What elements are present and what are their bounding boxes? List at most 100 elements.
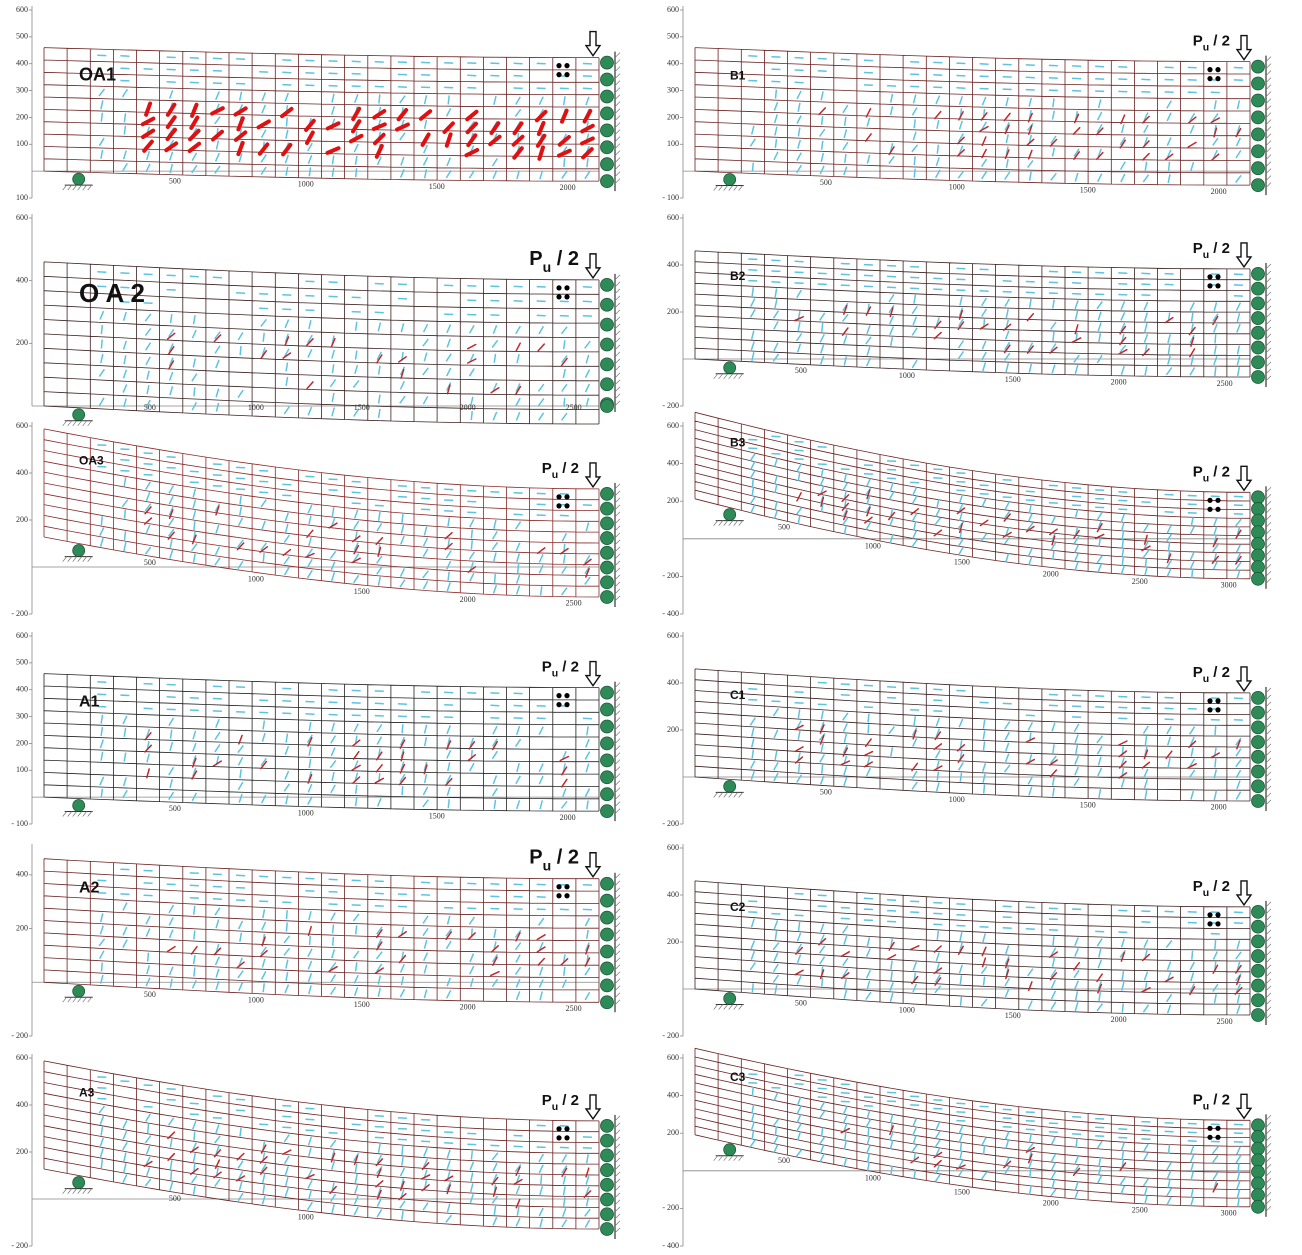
- plate-node: [556, 884, 562, 890]
- mesh: [694, 1047, 1251, 1208]
- load-tail: / 2: [1209, 1091, 1230, 1108]
- y-tick-label: 400: [16, 685, 28, 694]
- x-tick-label: 2000: [460, 403, 476, 412]
- y-tick-label: 400: [16, 468, 28, 477]
- plate-node: [556, 63, 562, 69]
- y-tick-label: - 200: [662, 1031, 679, 1040]
- y-tick-label: 600: [16, 421, 28, 430]
- x-tick-label: 2000: [460, 1003, 476, 1012]
- load-subscript: u: [1203, 1100, 1209, 1112]
- y-tick-label: 400: [667, 890, 679, 899]
- x-tick-label: 1500: [429, 182, 445, 191]
- load-tail: / 2: [1209, 878, 1230, 895]
- roller: [600, 357, 614, 372]
- hatch: [614, 483, 621, 602]
- cracks: [166, 925, 591, 977]
- roller: [1251, 794, 1265, 808]
- x-tick-label: 500: [820, 178, 832, 187]
- roller: [600, 719, 614, 734]
- x-tick-label: 1500: [429, 812, 445, 821]
- y-tick-label: - 400: [662, 1241, 679, 1250]
- load-subscript: u: [1203, 887, 1209, 899]
- hatch: [1265, 56, 1272, 188]
- roller: [1251, 1141, 1265, 1156]
- plate-node: [1207, 707, 1213, 713]
- x-tick-label: 500: [820, 788, 832, 797]
- compression-struts: [748, 1073, 1243, 1208]
- roller: [600, 804, 614, 819]
- roller: [1251, 178, 1265, 193]
- load-label: Pu / 2: [1193, 463, 1230, 484]
- load-subscript: u: [1203, 249, 1209, 261]
- y-tick-label: - 200: [662, 571, 679, 580]
- mesh: [694, 411, 1251, 580]
- roller: [1251, 1176, 1265, 1191]
- y-tick-label: 200: [667, 496, 679, 505]
- x-tick-label: 2000: [560, 813, 576, 822]
- load-arrow: [584, 660, 602, 687]
- compression-struts: [97, 444, 592, 596]
- plate-node: [556, 294, 562, 300]
- x-tick-label: 1500: [1005, 1011, 1021, 1020]
- y-tick-label: 500: [16, 658, 28, 667]
- plate-node: [1215, 497, 1221, 503]
- roller: [600, 106, 614, 121]
- load-arrow: [1235, 34, 1253, 61]
- support-hatch: [62, 996, 92, 1003]
- load-subscript: u: [1203, 472, 1209, 484]
- support: [72, 1176, 86, 1189]
- load-subscript: u: [552, 469, 558, 481]
- mesh: [43, 858, 600, 1003]
- x-tick-label: 1500: [354, 403, 370, 412]
- y-tick-label: 600: [667, 213, 679, 222]
- load-symbol: P: [1193, 240, 1203, 257]
- roller: [600, 140, 614, 155]
- load-symbol: P: [1193, 33, 1203, 50]
- load-symbol: P: [542, 460, 552, 477]
- y-tick-label: - 200: [662, 1203, 679, 1212]
- plate-node: [1207, 1134, 1213, 1140]
- load-subscript: u: [1203, 41, 1209, 53]
- mesh: [43, 47, 600, 182]
- y-tick-label: 600: [16, 1053, 28, 1062]
- plate-node: [556, 693, 562, 699]
- roller: [600, 1133, 614, 1148]
- plate-node: [1215, 76, 1221, 82]
- plate-node: [556, 503, 562, 509]
- x-tick-label: 500: [144, 558, 156, 567]
- roller: [1251, 311, 1265, 325]
- y-tick-label: 600: [667, 5, 679, 14]
- y-tick-label: - 400: [662, 609, 679, 618]
- roller: [600, 961, 614, 976]
- y-tick-label: 400: [667, 1090, 679, 1099]
- y-tick-label: 400: [16, 870, 28, 879]
- load-symbol: P: [1193, 463, 1203, 480]
- load-subscript: u: [543, 259, 552, 275]
- plate-node: [556, 1135, 562, 1141]
- panel: 600 400 200 - 200 500 1000 1500 2000 2500 Pu / 2 O…: [11, 421, 621, 618]
- compression-struts: [97, 1076, 592, 1228]
- roller: [600, 685, 614, 700]
- plate-node: [1207, 274, 1213, 280]
- plate-node: [564, 1126, 570, 1132]
- load-tail: / 2: [1209, 33, 1230, 50]
- x-tick-label: 2500: [566, 1004, 582, 1013]
- load-tail: / 2: [551, 847, 579, 869]
- plate-node: [564, 884, 570, 890]
- load-label: Pu / 2: [542, 460, 579, 481]
- mesh: [43, 1060, 600, 1230]
- x-tick-label: 500: [778, 1156, 790, 1165]
- roller: [600, 531, 614, 545]
- y-tick-label: 200: [16, 738, 28, 747]
- x-tick-label: 1500: [1080, 800, 1096, 809]
- x-tick-label: 1500: [1005, 375, 1021, 384]
- roller: [1251, 525, 1265, 540]
- plate-node: [1207, 921, 1213, 927]
- roller: [600, 55, 614, 70]
- panel-label: B1: [730, 68, 746, 82]
- mesh: [43, 261, 600, 425]
- support: [723, 1143, 737, 1157]
- load-tail: / 2: [558, 460, 579, 477]
- x-tick-label: 2000: [560, 183, 576, 192]
- roller: [1251, 1118, 1265, 1133]
